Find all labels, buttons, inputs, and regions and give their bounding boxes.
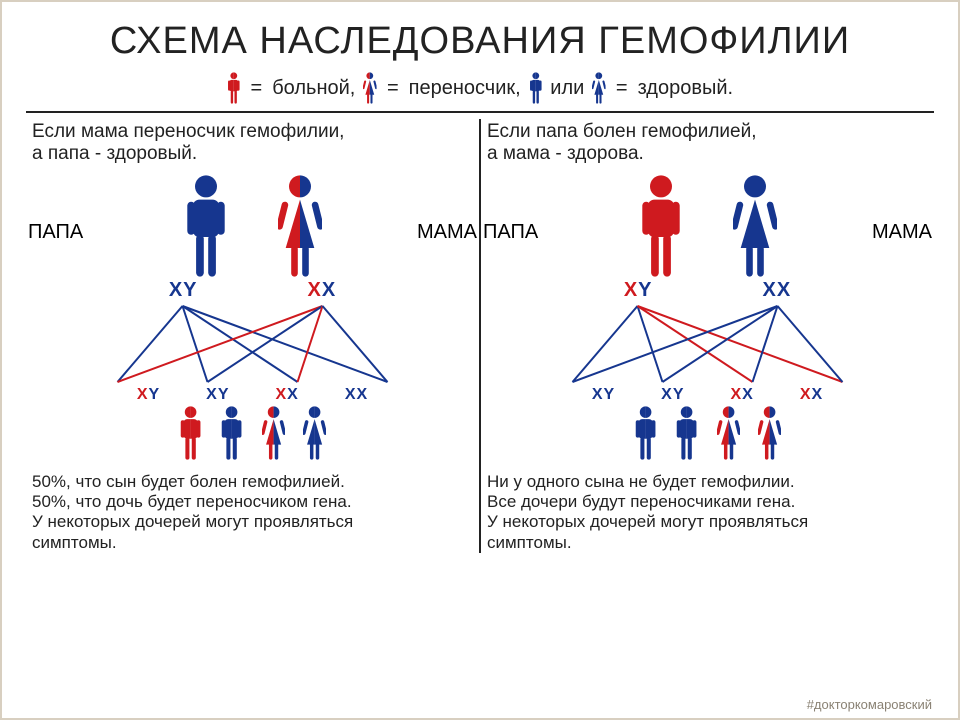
- mama-label: МАМА: [417, 221, 477, 244]
- child-icon: [179, 404, 202, 462]
- parent-genotypes: XYXX: [32, 279, 473, 302]
- female-healthy-icon: [592, 71, 606, 105]
- legend-healthy: здоровый.: [638, 77, 734, 100]
- child-genotypes: XYXYXXXX: [487, 386, 928, 404]
- legend-carrier: переносчик,: [409, 77, 521, 100]
- parent-genotypes: XYXX: [487, 279, 928, 302]
- legend-sick: больной,: [272, 77, 355, 100]
- child-icon: [675, 404, 698, 462]
- female-carrier-icon: [363, 71, 377, 105]
- papa-label: ПАПА: [483, 221, 538, 244]
- child-icon: [717, 404, 740, 462]
- child-icon: [303, 404, 326, 462]
- male-sick-icon: [227, 71, 241, 105]
- papa-label: ПАПА: [28, 221, 83, 244]
- papa-icon: [639, 171, 683, 281]
- parents-row: ПАПА МАМА: [487, 171, 928, 281]
- infographic-frame: СХЕМА НАСЛЕДОВАНИЯ ГЕМОФИЛИИ = больной,: [0, 0, 960, 720]
- child-icon: [758, 404, 781, 462]
- inheritance-lines: [487, 302, 928, 382]
- child-genotypes: XYXYXXXX: [32, 386, 473, 404]
- male-healthy-icon: [529, 71, 543, 105]
- inheritance-lines: [32, 302, 473, 382]
- page-title: СХЕМА НАСЛЕДОВАНИЯ ГЕМОФИЛИИ: [26, 20, 934, 63]
- mama-label: МАМА: [872, 221, 932, 244]
- child-icon: [262, 404, 285, 462]
- mama-icon: [733, 171, 777, 281]
- panel-left: Если мама переносчик гемофилии,а папа - …: [26, 119, 479, 553]
- conclusion-text: 50%, что сын будет болен гемофилией.50%,…: [32, 472, 473, 554]
- papa-icon: [184, 171, 228, 281]
- scenario-text: Если мама переносчик гемофилии,а папа - …: [32, 121, 473, 165]
- parents-row: ПАПА МАМА: [32, 171, 473, 281]
- panel-right: Если папа болен гемофилией,а мама - здор…: [481, 119, 934, 553]
- children-row: [487, 404, 928, 462]
- divider-line: [26, 111, 934, 113]
- hashtag: #докторкомаровский: [807, 697, 932, 712]
- conclusion-text: Ни у одного сына не будет гемофилии.Все …: [487, 472, 928, 554]
- legend-or: или: [550, 77, 584, 100]
- scenario-text: Если папа болен гемофилией,а мама - здор…: [487, 121, 928, 165]
- child-icon: [634, 404, 657, 462]
- legend-row: = больной, = переносчик, или: [26, 71, 934, 105]
- child-icon: [220, 404, 243, 462]
- mama-icon: [278, 171, 322, 281]
- panels-container: Если мама переносчик гемофилии,а папа - …: [26, 119, 934, 553]
- children-row: [32, 404, 473, 462]
